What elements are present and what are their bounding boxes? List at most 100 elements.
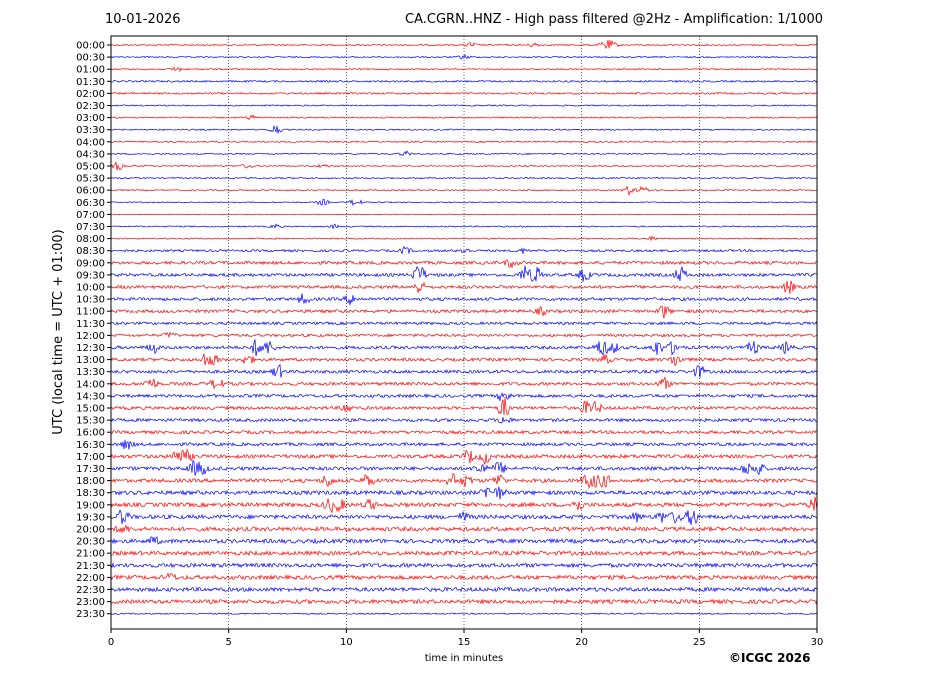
trace-2330: [110, 612, 818, 615]
y-tick-label: 22:00: [76, 573, 105, 584]
y-tick-label: 23:00: [76, 597, 105, 608]
y-tick-label: 14:30: [76, 391, 105, 402]
y-tick-label: 14:00: [76, 379, 105, 390]
trace-0000: [110, 39, 818, 50]
trace-0730: [110, 223, 818, 230]
y-tick-label: 06:00: [76, 186, 105, 197]
y-tick-label: 20:00: [76, 525, 105, 536]
y-tick-label: 03:30: [76, 125, 105, 136]
y-tick-label: 16:30: [76, 440, 105, 451]
y-tick-label: 19:30: [76, 512, 105, 523]
trace-1730: [110, 459, 818, 476]
trace-1800: [110, 473, 818, 490]
x-tick-label: 30: [811, 637, 824, 648]
y-tick-label: 10:30: [76, 295, 105, 306]
trace-1930: [110, 509, 818, 525]
trace-2200: [110, 572, 818, 581]
y-tick-label: 04:00: [76, 137, 105, 148]
trace-1330: [110, 363, 818, 378]
trace-0530: [110, 176, 818, 180]
x-axis-title: time in minutes: [425, 653, 504, 664]
trace-2300: [110, 598, 818, 605]
y-tick-labels: 00:0000:3001:0001:3002:0002:3003:0003:30…: [76, 41, 111, 620]
trace-1700: [110, 448, 818, 465]
trace-2230: [110, 586, 818, 593]
trace-1400: [110, 376, 818, 390]
x-tick-label: 5: [225, 637, 231, 648]
trace-0130: [110, 79, 818, 83]
trace-1000: [110, 280, 818, 294]
trace-0430: [110, 150, 818, 157]
y-tick-label: 12:30: [76, 343, 105, 354]
y-tick-label: 01:00: [76, 65, 105, 76]
y-tick-label: 09:30: [76, 270, 105, 281]
y-tick-label: 17:30: [76, 464, 105, 475]
y-tick-label: 11:30: [76, 319, 105, 330]
trace-0830: [110, 245, 818, 255]
y-tick-label: 05:00: [76, 162, 105, 173]
trace-0200: [110, 91, 818, 95]
trace-0030: [110, 53, 818, 60]
y-tick-label: 12:00: [76, 331, 105, 342]
x-tick-labels: 0 5 10 15 20 25 30: [108, 629, 824, 648]
trace-0500: [110, 161, 817, 171]
y-tick-label: 23:30: [76, 609, 105, 620]
trace-1600: [110, 429, 818, 435]
y-tick-label: 02:00: [76, 89, 105, 100]
trace-1630: [110, 439, 818, 450]
y-tick-label: 09:00: [76, 258, 105, 269]
x-tick-label: 10: [340, 637, 353, 648]
y-tick-label: 00:00: [76, 41, 105, 52]
x-tick-label: 0: [108, 637, 114, 648]
y-tick-label: 16:00: [76, 428, 105, 439]
trace-1300: [110, 353, 818, 367]
trace-0700: [110, 213, 818, 216]
x-tick-label: 20: [575, 637, 588, 648]
y-tick-label: 13:00: [76, 355, 105, 366]
y-tick-label: 21:00: [76, 549, 105, 560]
trace-1530: [110, 417, 818, 424]
trace-2000: [110, 524, 818, 534]
y-tick-label: 21:30: [76, 561, 105, 572]
trace-1230: [110, 339, 818, 357]
trace-0630: [110, 198, 818, 206]
trace-1200: [110, 331, 818, 339]
trace-1030: [110, 293, 818, 305]
y-tick-label: 18:30: [76, 488, 105, 499]
trace-2100: [110, 549, 818, 557]
seismic-traces: [110, 39, 818, 615]
y-tick-label: 04:30: [76, 149, 105, 160]
y-tick-label: 18:00: [76, 476, 105, 487]
y-tick-label: 15:30: [76, 416, 105, 427]
trace-0600: [110, 185, 818, 196]
trace-1430: [110, 392, 818, 401]
y-axis-title: UTC (local time = UTC + 01:00): [51, 229, 66, 434]
x-tick-label: 25: [693, 637, 706, 648]
y-tick-label: 03:00: [76, 113, 105, 124]
y-tick-label: 05:30: [76, 174, 105, 185]
y-tick-label: 02:30: [76, 101, 105, 112]
x-tick-label: 15: [458, 637, 471, 648]
trace-2130: [110, 561, 818, 569]
y-tick-label: 06:30: [76, 198, 105, 209]
trace-0900: [110, 259, 818, 268]
copyright-notice: ©ICGC 2026: [729, 651, 811, 665]
y-tick-label: 15:00: [76, 404, 105, 415]
trace-0930: [110, 265, 818, 283]
y-tick-label: 00:30: [76, 53, 105, 64]
y-tick-label: 20:30: [76, 537, 105, 548]
trace-0230: [110, 104, 818, 107]
y-tick-label: 11:00: [76, 307, 105, 318]
y-tick-label: 17:00: [76, 452, 105, 463]
trace-0300: [110, 114, 818, 121]
plot-date: 10-01-2026: [105, 12, 181, 27]
y-tick-label: 07:30: [76, 222, 105, 233]
y-tick-label: 10:00: [76, 283, 105, 294]
y-tick-label: 01:30: [76, 77, 105, 88]
y-tick-label: 13:30: [76, 367, 105, 378]
plot-title: CA.CGRN..HNZ - High pass filtered @2Hz -…: [405, 12, 823, 27]
trace-0100: [110, 66, 818, 73]
y-tick-label: 07:00: [76, 210, 105, 221]
